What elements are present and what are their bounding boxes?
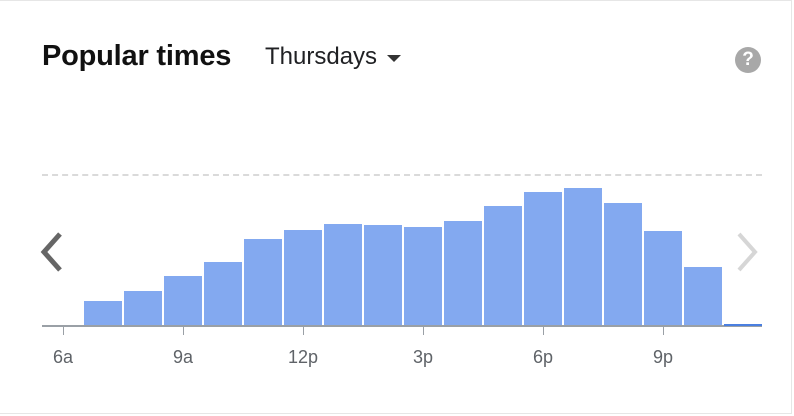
- bar-9a[interactable]: [164, 276, 202, 325]
- day-dropdown-label: Thursdays: [265, 43, 378, 70]
- bar-9p[interactable]: [644, 231, 682, 325]
- bar-7p[interactable]: [564, 188, 602, 325]
- bar-10a[interactable]: [204, 262, 242, 325]
- bar-8p[interactable]: [604, 203, 642, 325]
- bar-5p[interactable]: [484, 206, 522, 325]
- bar-7a[interactable]: [84, 301, 122, 325]
- help-icon[interactable]: ?: [735, 47, 761, 73]
- bar-11a[interactable]: [244, 239, 282, 325]
- bar-10p[interactable]: [684, 267, 722, 325]
- bar-1p[interactable]: [324, 224, 362, 325]
- bar-3p[interactable]: [404, 227, 442, 325]
- chevron-right-icon[interactable]: [733, 230, 761, 274]
- caret-down-icon: [387, 54, 402, 62]
- bar-2p[interactable]: [364, 225, 402, 325]
- bar-8a[interactable]: [124, 291, 162, 325]
- day-dropdown[interactable]: Thursdays: [265, 43, 402, 71]
- page-title: Popular times: [42, 40, 232, 72]
- bar-12p[interactable]: [284, 230, 322, 325]
- chevron-left-icon[interactable]: [38, 230, 66, 274]
- bar-4p[interactable]: [444, 221, 482, 325]
- bar-6p[interactable]: [524, 192, 562, 325]
